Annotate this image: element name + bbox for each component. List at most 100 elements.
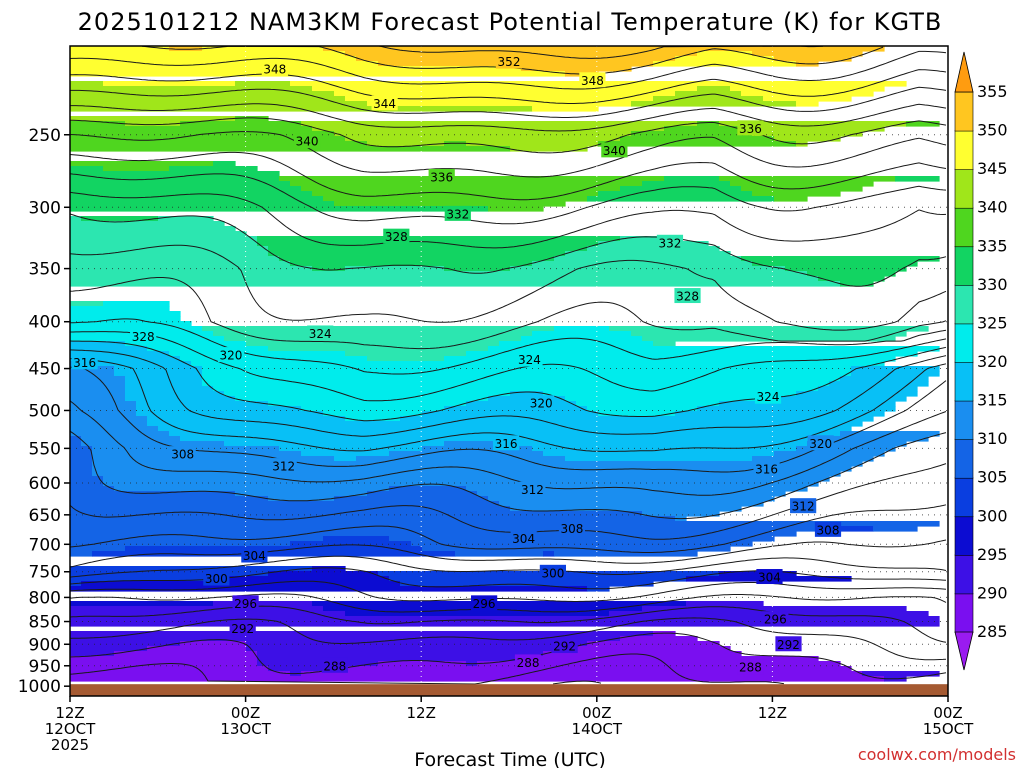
theta-cell xyxy=(389,486,467,492)
contour-label-bg xyxy=(514,654,542,670)
theta-cell xyxy=(785,266,907,272)
theta-cell xyxy=(70,466,93,472)
colorbar-label: 295 xyxy=(977,545,1008,564)
x-axis: 12Z 12OCT 2025 00Z 13OCT 12Z 00Z 14OCT 12Z 00Z 15O… xyxy=(45,696,974,754)
theta-cell xyxy=(125,396,236,402)
theta-cell xyxy=(70,381,126,387)
theta-cell xyxy=(818,386,918,392)
theta-cell xyxy=(631,331,907,337)
colorbar-label: 330 xyxy=(977,275,1008,294)
theta-cell xyxy=(290,181,643,187)
theta-cell xyxy=(70,676,885,682)
theta-cell xyxy=(587,196,775,202)
theta-cell xyxy=(554,256,742,262)
theta-cell xyxy=(213,161,236,167)
theta-cell xyxy=(686,601,764,607)
theta-cell xyxy=(719,401,896,407)
theta-cell xyxy=(367,141,445,147)
theta-cell xyxy=(70,601,214,607)
theta-cell xyxy=(323,46,885,52)
contour-label-bg xyxy=(516,351,543,367)
theta-cell xyxy=(70,271,808,277)
theta-cell xyxy=(103,81,236,87)
theta-cell xyxy=(510,441,808,447)
theta-cell xyxy=(653,631,676,637)
theta-cell xyxy=(70,161,214,167)
theta-cell xyxy=(70,51,346,57)
y-tick-label: 350 xyxy=(29,260,61,280)
theta-cell xyxy=(565,251,731,257)
theta-cell xyxy=(70,386,126,392)
theta-cell xyxy=(444,406,588,412)
colorbar-swatch xyxy=(954,438,974,479)
theta-cell xyxy=(290,261,533,267)
contour-label: 320 xyxy=(530,397,553,411)
theta-cell xyxy=(70,421,148,427)
colorbar-swatch xyxy=(954,554,974,595)
theta-cell xyxy=(202,46,324,52)
theta-cell xyxy=(70,401,137,407)
theta-cell xyxy=(554,551,698,557)
theta-cell xyxy=(774,196,808,202)
contour-label: 312 xyxy=(792,500,815,514)
theta-cell xyxy=(422,546,731,552)
contour-label-bg xyxy=(383,228,410,244)
colorbar-label: 345 xyxy=(977,159,1008,178)
contour-320 xyxy=(69,340,947,422)
theta-cell xyxy=(763,96,852,102)
x-tick-label: 00Z 14OCT xyxy=(572,704,623,738)
theta-cell xyxy=(180,356,368,362)
theta-cell xyxy=(70,576,225,582)
theta-cell xyxy=(444,141,467,147)
contour-label: 324 xyxy=(757,390,780,404)
theta-cell xyxy=(70,136,346,142)
theta-cell xyxy=(367,356,445,362)
theta-cell xyxy=(70,256,280,262)
theta-cell xyxy=(103,301,170,307)
y-tick-label: 600 xyxy=(29,474,61,494)
theta-cell xyxy=(862,671,940,677)
theta-cell xyxy=(114,651,258,657)
theta-cell xyxy=(532,261,753,267)
theta-cell xyxy=(356,456,566,462)
theta-cell xyxy=(70,641,181,647)
contour-label: 300 xyxy=(205,572,228,586)
theta-cell xyxy=(70,491,236,497)
contour-label-bg xyxy=(737,659,764,675)
theta-cell xyxy=(598,141,797,147)
theta-cell xyxy=(92,461,863,467)
theta-cell xyxy=(345,96,654,102)
theta-cell xyxy=(279,256,555,262)
theta-cell xyxy=(70,526,830,532)
theta-cell xyxy=(741,256,940,262)
y-tick-label: 700 xyxy=(29,535,61,555)
y-tick-label: 650 xyxy=(29,506,61,526)
theta-cell xyxy=(840,376,929,382)
theta-cell xyxy=(653,341,676,347)
theta-cell xyxy=(829,436,929,442)
theta-cell xyxy=(147,646,247,652)
theta-cell xyxy=(796,101,819,107)
theta-cell xyxy=(290,541,412,547)
theta-cell xyxy=(279,446,423,452)
contour-label: 328 xyxy=(676,290,699,304)
theta-cell xyxy=(268,571,379,577)
theta-cell xyxy=(81,441,225,447)
theta-cell xyxy=(653,61,797,67)
contour-label-bg xyxy=(321,657,348,673)
colorbar-label: 340 xyxy=(977,198,1008,217)
theta-cell xyxy=(444,266,511,272)
contour-314 xyxy=(69,366,947,473)
theta-cell xyxy=(70,81,104,87)
theta-cell xyxy=(631,131,753,137)
theta-cell xyxy=(477,661,841,667)
theta-cell xyxy=(70,281,841,287)
chart-title: 2025101212 NAM3KM Forecast Potential Tem… xyxy=(78,8,943,36)
theta-cell xyxy=(499,341,654,347)
theta-cell xyxy=(257,661,379,667)
theta-cell xyxy=(345,351,467,357)
y-tick-label: 950 xyxy=(29,657,61,677)
x-tick-label: 12Z 12OCT 2025 xyxy=(45,704,96,754)
colorbar: 285 290 295 300 305 310 315 320 325 330 335 340 345 3… xyxy=(954,51,1008,671)
colorbar-swatch xyxy=(954,361,974,402)
